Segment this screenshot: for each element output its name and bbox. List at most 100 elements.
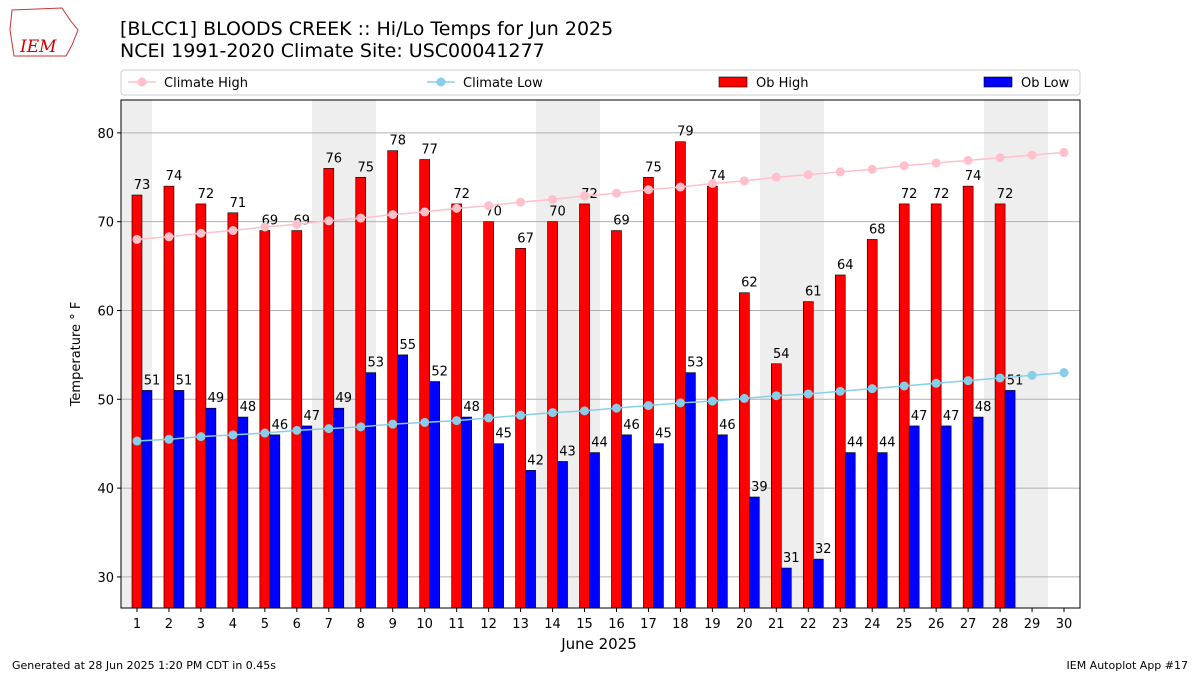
point [803, 170, 813, 180]
point [228, 226, 238, 236]
point [260, 222, 270, 232]
data-label: 49 [336, 391, 353, 406]
legend-label: Ob Low [1021, 76, 1070, 91]
x-tick-label: 12 [480, 617, 497, 632]
point [324, 424, 334, 434]
x-tick-label: 8 [357, 617, 365, 632]
point [228, 430, 238, 440]
data-label: 51 [144, 373, 161, 388]
x-tick-label: 5 [261, 617, 269, 632]
x-tick-label: 29 [1024, 617, 1041, 632]
point [963, 155, 973, 165]
point [611, 403, 621, 413]
data-label: 53 [367, 356, 384, 371]
bar [749, 496, 760, 609]
data-label: 78 [389, 134, 406, 149]
point [803, 389, 813, 399]
data-label: 53 [687, 356, 704, 371]
data-label: 39 [751, 480, 768, 495]
y-tick-label: 40 [97, 482, 114, 497]
bar [653, 443, 664, 609]
point [292, 425, 302, 435]
x-axis-label: June 2025 [560, 635, 637, 653]
point [388, 210, 398, 220]
x-tick-label: 2 [165, 617, 173, 632]
x-tick-label: 26 [928, 617, 945, 632]
bar [237, 416, 249, 609]
bar [781, 567, 792, 609]
legend-label: Climate High [164, 76, 248, 91]
y-tick-label: 80 [97, 127, 114, 142]
y-tick-label: 70 [97, 216, 114, 231]
data-label: 79 [677, 125, 694, 140]
point [1027, 370, 1037, 380]
bar [908, 425, 920, 609]
bar [131, 194, 143, 609]
x-tick-label: 4 [229, 617, 237, 632]
bar [675, 141, 686, 609]
point [548, 408, 558, 418]
legend-marker [436, 77, 446, 87]
point [356, 422, 366, 432]
x-tick-label: 27 [960, 617, 977, 632]
data-label: 72 [453, 187, 470, 202]
x-tick-label: 11 [448, 617, 465, 632]
legend-label: Ob High [756, 76, 809, 91]
legend-marker [137, 77, 147, 87]
data-label: 73 [134, 178, 151, 193]
bar [205, 407, 217, 609]
data-label: 61 [805, 285, 822, 300]
line [136, 371, 1065, 442]
y-axis-label: Temperature ° F [69, 302, 84, 408]
bar [930, 203, 942, 609]
point [388, 419, 398, 429]
point [835, 386, 845, 396]
bar [940, 425, 952, 609]
bar [333, 407, 345, 609]
bar [461, 416, 472, 609]
bar [739, 292, 750, 609]
data-label: 68 [869, 222, 886, 237]
bar [355, 176, 367, 609]
point [707, 396, 717, 406]
bar [163, 185, 175, 609]
point [707, 178, 717, 188]
data-label: 64 [837, 258, 854, 273]
data-label: 45 [655, 427, 672, 442]
chart-subtitle: NCEI 1991-2020 Climate Site: USC00041277 [120, 40, 545, 62]
bar [493, 443, 504, 609]
point [899, 161, 909, 171]
data-label: 48 [975, 400, 992, 415]
bar [259, 230, 271, 609]
bar [579, 203, 590, 609]
bar [771, 363, 782, 609]
point [196, 432, 206, 442]
data-label: 44 [847, 436, 864, 451]
data-label: 62 [741, 276, 758, 291]
bar [802, 301, 814, 609]
point [132, 436, 142, 446]
bar [557, 461, 568, 609]
plot-frame [120, 99, 1081, 609]
bar [717, 434, 728, 609]
data-label: 69 [613, 214, 630, 229]
bar [451, 203, 462, 609]
data-label: 74 [965, 169, 982, 184]
bar [834, 274, 846, 609]
bar [227, 212, 239, 609]
bar [269, 434, 281, 609]
bar [397, 354, 409, 609]
data-label: 72 [198, 187, 215, 202]
legend-label: Climate Low [463, 76, 543, 91]
data-label: 42 [527, 453, 544, 468]
point [452, 203, 462, 213]
data-label: 31 [783, 551, 800, 566]
point [260, 428, 270, 438]
data-label: 72 [997, 187, 1014, 202]
data-label: 44 [879, 436, 896, 451]
data-label: 46 [623, 418, 640, 433]
x-tick-label: 7 [325, 617, 333, 632]
point [643, 401, 653, 411]
data-label: 70 [549, 205, 566, 220]
data-label: 54 [773, 347, 790, 362]
